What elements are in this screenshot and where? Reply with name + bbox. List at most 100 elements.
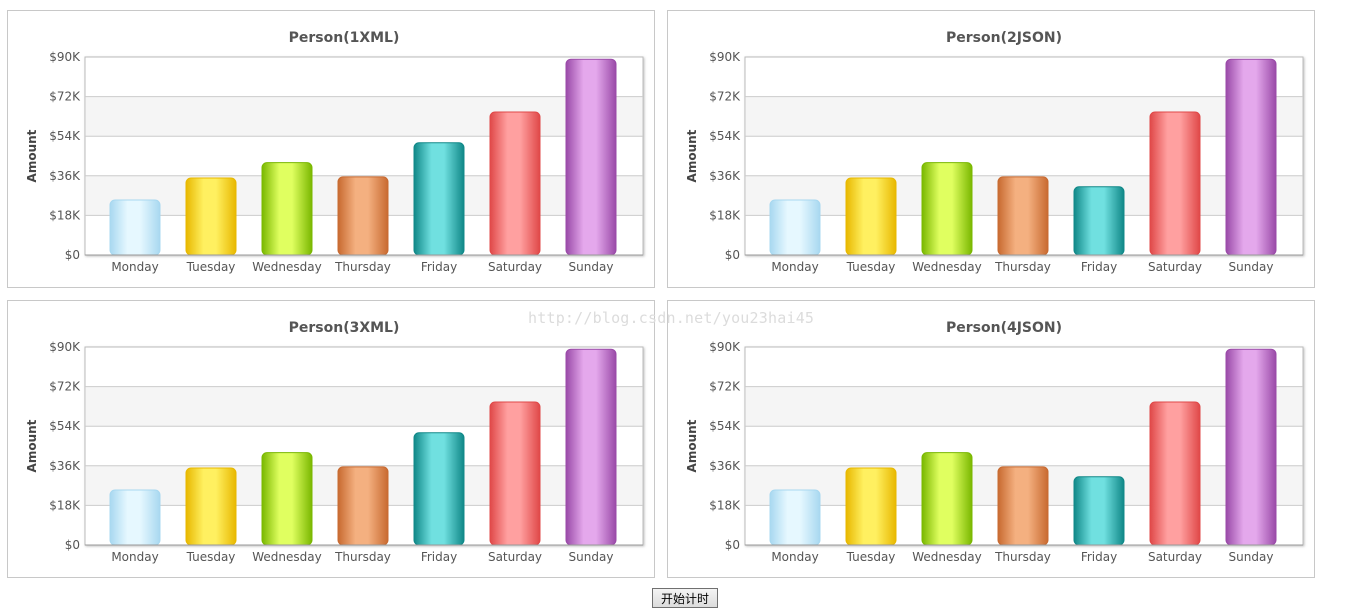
bar-wednesday[interactable] [261,452,313,546]
y-tick-label: $90K [49,50,81,64]
chart-svg: Person(4JSON) $0 $18K $36K $54K $72K $90K Amoun… [685,320,1304,564]
y-tick-label: $36K [709,169,741,183]
x-tick-label: Wednesday [912,550,981,564]
x-tick-label: Friday [1081,550,1117,564]
x-tick-label: Saturday [1148,260,1202,274]
y-tick-label: $54K [709,129,741,143]
y-axis-title: Amount [685,419,699,472]
chart-svg: Person(2JSON) $0 $18K $36K $54K $72K $90K Amoun… [685,30,1304,274]
y-tick-label: $72K [709,380,741,394]
chart-panel-1: Person(1XML) $0 $18K $36K $54K $72K $90K Amount… [7,10,655,288]
bar-thursday[interactable] [997,176,1049,256]
x-tick-label: Tuesday [846,260,896,274]
x-tick-label: Friday [1081,260,1117,274]
x-tick-label: Sunday [1229,260,1274,274]
chart-title: Person(2JSON) [946,30,1062,46]
chart-title: Person(1XML) [289,30,400,46]
chart-panel-2: Person(2JSON) $0 $18K $36K $54K $72K $90K Amoun… [667,10,1315,288]
y-tick-label: $18K [49,208,81,222]
x-tick-label: Wednesday [912,260,981,274]
bar-saturday[interactable] [1149,111,1201,256]
grid-band [86,386,642,427]
y-tick-label: $72K [709,90,741,104]
y-tick-label: $72K [49,90,81,104]
y-axis-title: Amount [25,129,39,182]
x-tick-label: Wednesday [252,550,321,564]
y-tick-label: $90K [49,340,81,354]
y-tick-label: $90K [709,340,741,354]
bar-wednesday[interactable] [921,452,973,546]
y-tick-label: $18K [709,208,741,222]
grid-band [746,96,1302,137]
chart-title: Person(4JSON) [946,320,1062,336]
x-tick-label: Sunday [1229,550,1274,564]
bar-monday[interactable] [769,199,821,256]
bar-saturday[interactable] [1149,401,1201,546]
bar-friday[interactable] [413,142,465,256]
bar-wednesday[interactable] [261,162,313,256]
x-tick-label: Wednesday [252,260,321,274]
bar-tuesday[interactable] [185,177,237,256]
bar-wednesday[interactable] [921,162,973,256]
bar-sunday[interactable] [565,348,617,546]
y-tick-label: $18K [709,498,741,512]
grid-band [86,96,642,137]
x-tick-label: Thursday [334,260,391,274]
x-tick-label: Thursday [994,550,1051,564]
y-tick-label: $90K [709,50,741,64]
y-tick-label: $36K [709,459,741,473]
x-tick-label: Monday [771,550,818,564]
x-tick-label: Monday [111,260,158,274]
bar-tuesday[interactable] [185,467,237,546]
chart-panel-3: Person(3XML) $0 $18K $36K $54K $72K $90K Amount… [7,300,655,578]
bar-sunday[interactable] [1225,348,1277,546]
bar-friday[interactable] [413,432,465,546]
bar-saturday[interactable] [489,401,541,546]
y-tick-label: $54K [709,419,741,433]
bar-friday[interactable] [1073,476,1125,546]
x-tick-label: Tuesday [186,550,236,564]
y-tick-label: $36K [49,459,81,473]
y-tick-label: $0 [725,248,740,262]
x-tick-label: Friday [421,260,457,274]
x-tick-label: Thursday [994,260,1051,274]
bar-thursday[interactable] [337,176,389,256]
y-tick-label: $36K [49,169,81,183]
bar-tuesday[interactable] [845,177,897,256]
bar-tuesday[interactable] [845,467,897,546]
grid-band [746,386,1302,427]
x-tick-label: Friday [421,550,457,564]
bar-thursday[interactable] [337,466,389,546]
chart-svg: Person(3XML) $0 $18K $36K $54K $72K $90K Amount… [25,320,644,564]
start-timer-button[interactable]: 开始计时 [652,588,718,608]
y-tick-label: $0 [65,248,80,262]
bar-saturday[interactable] [489,111,541,256]
bar-sunday[interactable] [1225,58,1277,256]
y-axis-title: Amount [25,419,39,472]
x-tick-label: Saturday [488,260,542,274]
bar-thursday[interactable] [997,466,1049,546]
y-tick-label: $54K [49,419,81,433]
y-tick-label: $0 [725,538,740,552]
x-tick-label: Sunday [569,260,614,274]
x-tick-label: Saturday [1148,550,1202,564]
chart-panel-4: Person(4JSON) $0 $18K $36K $54K $72K $90K Amoun… [667,300,1315,578]
x-tick-label: Tuesday [846,550,896,564]
y-axis-title: Amount [685,129,699,182]
x-tick-label: Tuesday [186,260,236,274]
x-tick-label: Sunday [569,550,614,564]
x-tick-label: Thursday [334,550,391,564]
bar-sunday[interactable] [565,58,617,256]
y-tick-label: $72K [49,380,81,394]
bar-friday[interactable] [1073,186,1125,256]
x-tick-label: Monday [771,260,818,274]
y-tick-label: $54K [49,129,81,143]
bar-monday[interactable] [769,489,821,546]
chart-title: Person(3XML) [289,320,400,336]
bar-monday[interactable] [109,199,161,256]
x-tick-label: Monday [111,550,158,564]
bar-monday[interactable] [109,489,161,546]
y-tick-label: $0 [65,538,80,552]
chart-svg: Person(1XML) $0 $18K $36K $54K $72K $90K Amount… [25,30,644,274]
x-tick-label: Saturday [488,550,542,564]
